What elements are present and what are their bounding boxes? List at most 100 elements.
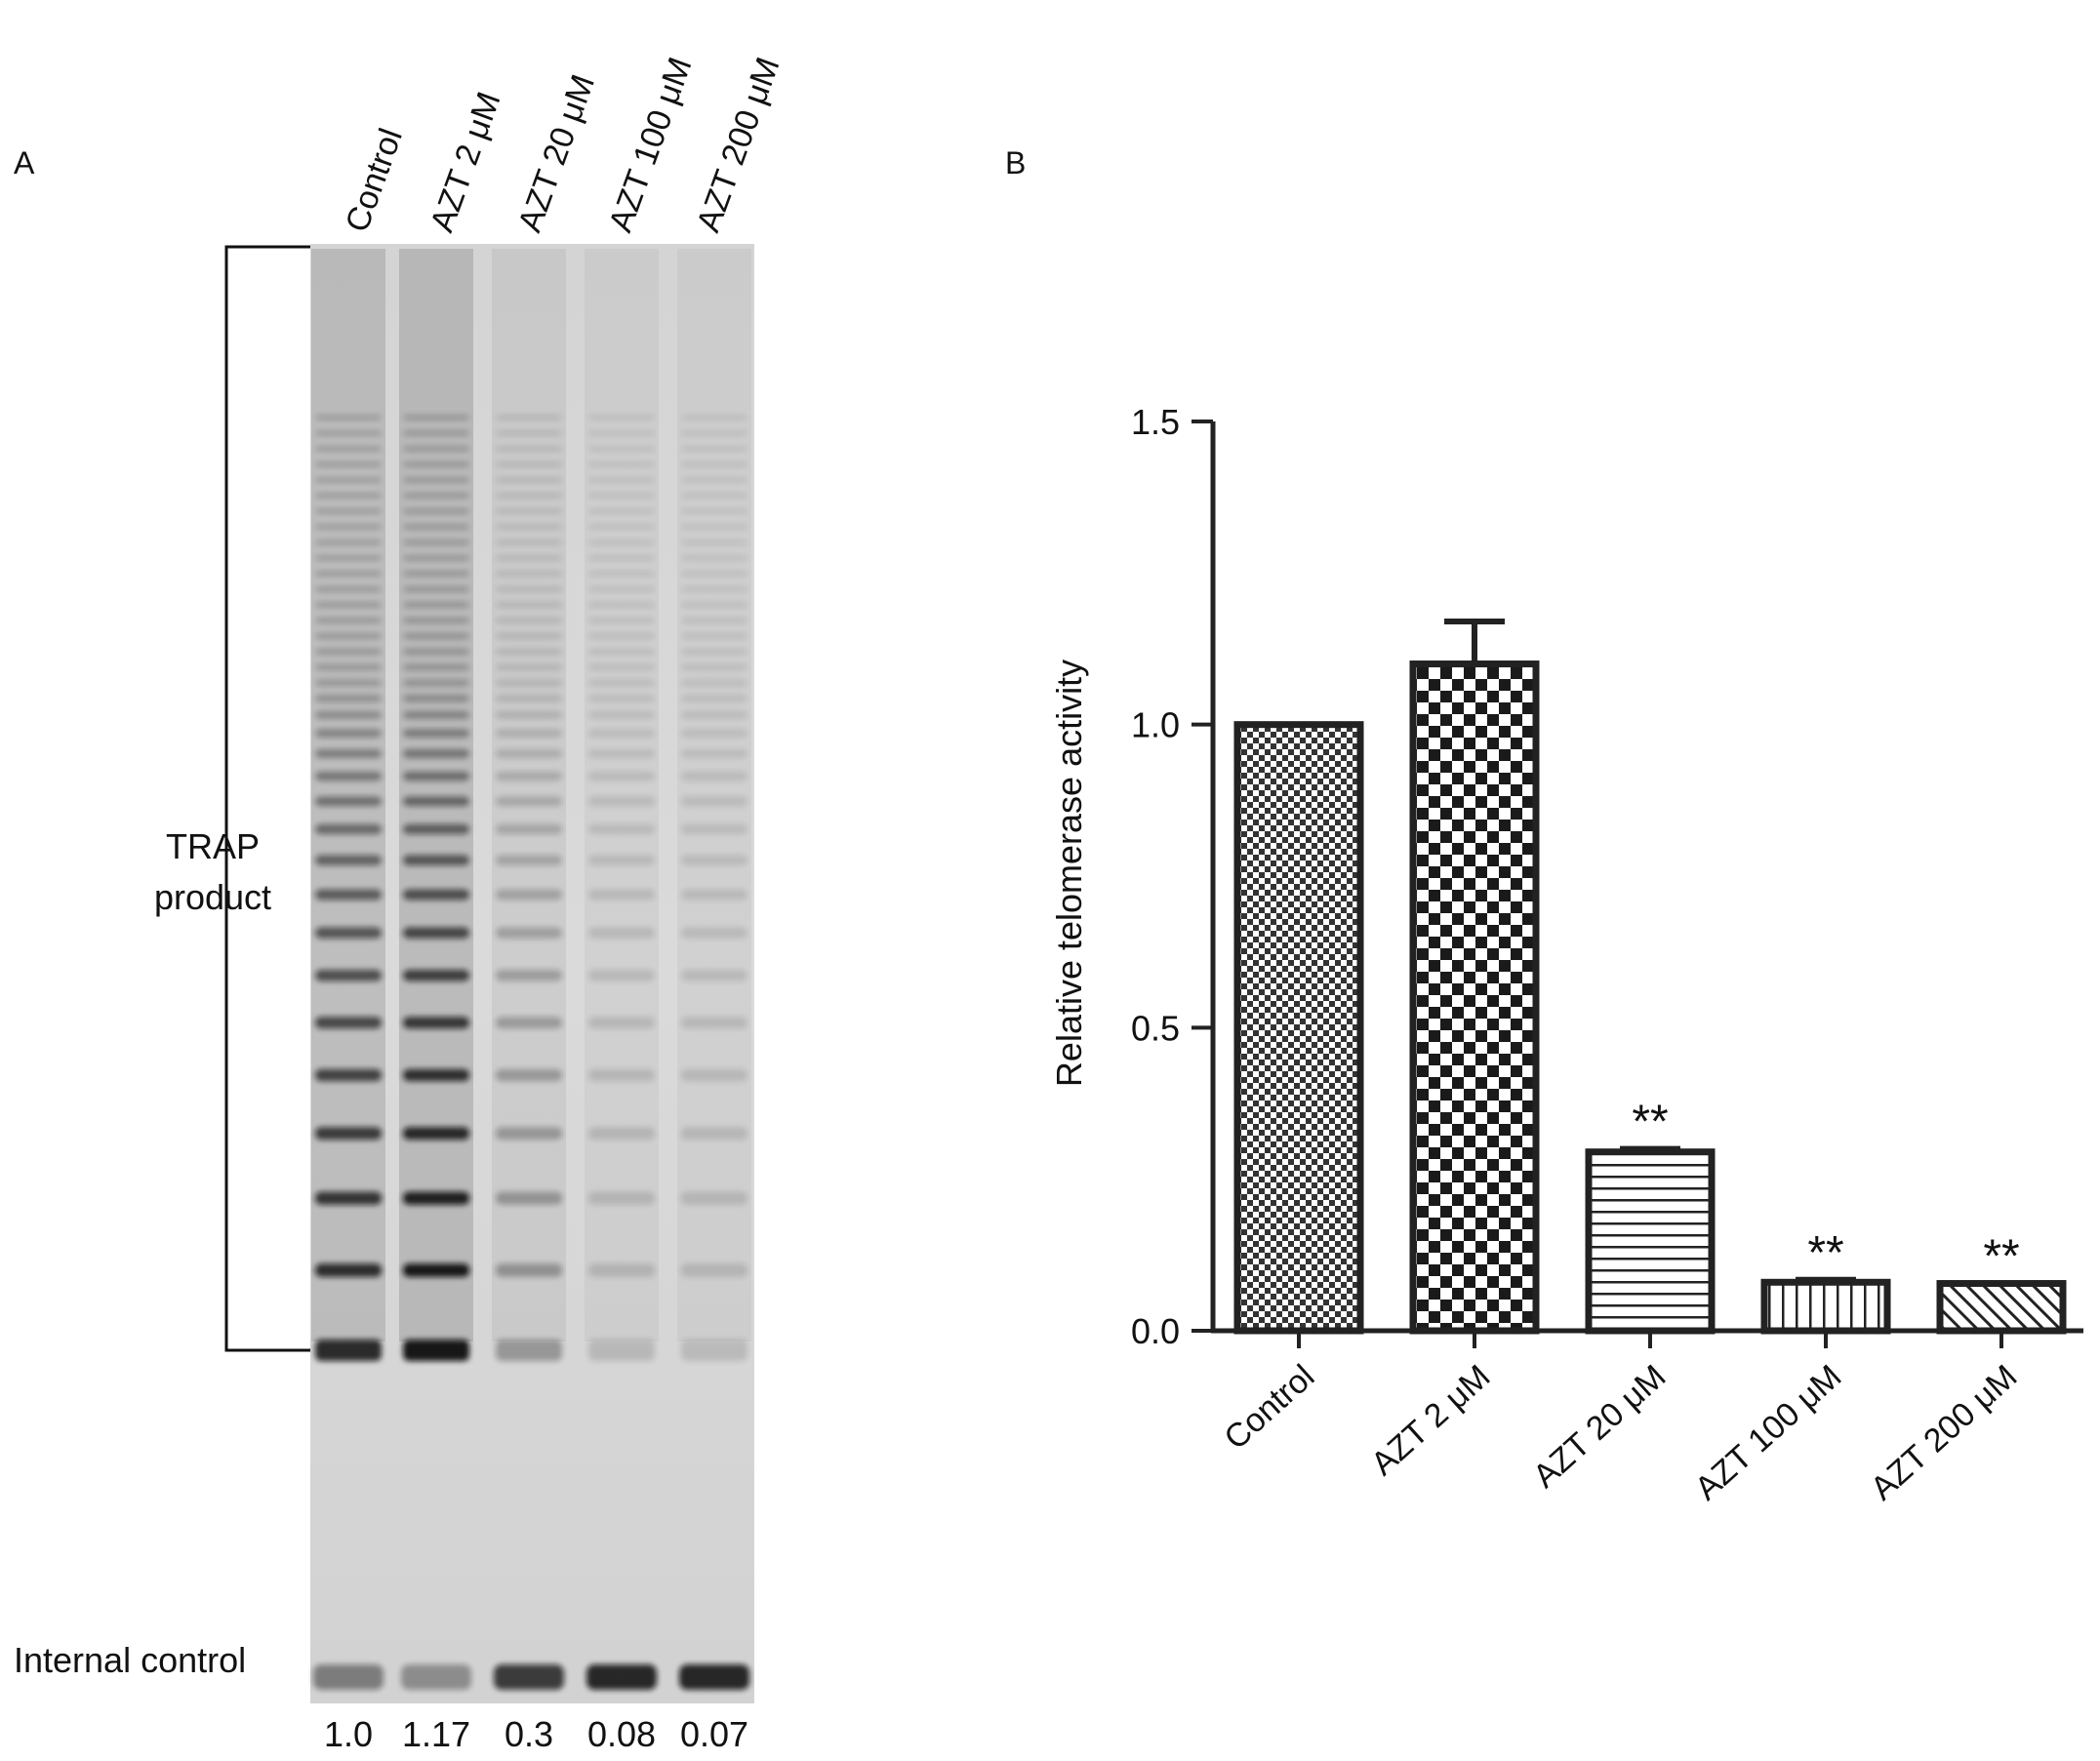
trap-band	[315, 796, 382, 807]
trap-band	[315, 1068, 382, 1082]
significance-marker: **	[1807, 1227, 1843, 1279]
significance-marker: **	[1983, 1231, 2019, 1283]
trap-band	[315, 446, 382, 452]
trap-band	[588, 796, 655, 807]
x-tick-label: AZT 2 μM	[1364, 1358, 1497, 1483]
trap-band	[588, 855, 655, 866]
trap-band	[403, 524, 469, 530]
trap-band	[681, 524, 747, 530]
trap-band	[588, 1127, 655, 1141]
trap-band	[496, 493, 562, 499]
x-tick-label: Control	[1217, 1358, 1321, 1458]
trap-band	[496, 415, 562, 420]
trap-band	[681, 927, 747, 939]
trap-band	[588, 1263, 655, 1277]
x-tick-label: AZT 100 μM	[1688, 1358, 1848, 1507]
trap-band	[403, 493, 469, 499]
trap-band	[588, 771, 655, 781]
trap-band	[681, 461, 747, 467]
lane-smear	[677, 249, 751, 1341]
trap-band	[588, 1017, 655, 1029]
x-tick-label: AZT 200 μM	[1864, 1358, 2024, 1507]
trap-band	[588, 648, 655, 656]
trap-band	[588, 694, 655, 703]
trap-band	[315, 969, 382, 981]
trap-band	[681, 477, 747, 483]
trap-band	[403, 617, 469, 624]
trap-band	[403, 796, 469, 807]
trap-band	[681, 571, 747, 577]
trap-band	[315, 1263, 382, 1277]
trap-band	[403, 1263, 469, 1277]
trap-band	[315, 585, 382, 592]
trap-band	[496, 927, 562, 939]
lane-value: 0.08	[587, 1714, 656, 1754]
trap-band	[315, 461, 382, 467]
trap-band	[681, 1191, 747, 1205]
lane-label: AZT 100 μM	[602, 53, 700, 237]
lane-smear	[585, 249, 659, 1341]
trap-band	[681, 1340, 747, 1361]
bars	[1233, 660, 2067, 1335]
trap-band	[403, 927, 469, 939]
trap-band	[588, 430, 655, 436]
y-tick-label: 1.5	[1131, 402, 1180, 442]
trap-band	[681, 823, 747, 835]
trap-band	[403, 508, 469, 514]
trap-band	[403, 430, 469, 436]
lane-labels: Control AZT 2 μM AZT 20 μM AZT 100 μM AZ…	[339, 53, 788, 237]
trap-band	[403, 446, 469, 452]
trap-band	[496, 446, 562, 452]
trap-band	[315, 555, 382, 561]
trap-band	[588, 1340, 655, 1361]
trap-band	[681, 748, 747, 759]
lane-smear	[492, 249, 566, 1341]
trap-band	[588, 1068, 655, 1082]
trap-band	[403, 748, 469, 759]
trap-band	[403, 729, 469, 739]
trap-band	[681, 508, 747, 514]
trap-band	[403, 694, 469, 703]
trap-band	[315, 632, 382, 640]
trap-band	[315, 430, 382, 436]
trap-band	[315, 1340, 382, 1361]
trap-band	[403, 477, 469, 483]
trap-band	[588, 446, 655, 452]
trap-band	[588, 1191, 655, 1205]
trap-band	[403, 461, 469, 467]
trap-band	[496, 796, 562, 807]
trap-band	[496, 477, 562, 483]
y-tick-label: 0.5	[1131, 1008, 1180, 1048]
trap-band	[588, 477, 655, 483]
trap-band	[496, 461, 562, 467]
lane-smear	[399, 249, 473, 1341]
lane-label: AZT 200 μM	[690, 53, 788, 237]
trap-band	[496, 1127, 562, 1141]
internal-control-band	[679, 1664, 749, 1690]
significance-marker: **	[1632, 1097, 1668, 1148]
trap-band	[681, 889, 747, 901]
trap-band	[588, 748, 655, 759]
trap-band	[496, 663, 562, 671]
trap-band	[681, 969, 747, 981]
trap-band	[403, 969, 469, 981]
trap-band	[588, 889, 655, 901]
trap-band	[588, 729, 655, 739]
lane-value: 0.07	[680, 1714, 748, 1754]
trap-band	[681, 540, 747, 545]
trap-band	[315, 1127, 382, 1141]
trap-band	[681, 585, 747, 592]
trap-band	[403, 823, 469, 835]
trap-band	[588, 571, 655, 577]
error-bars	[1444, 619, 1856, 1283]
trap-band	[496, 508, 562, 514]
trap-band	[403, 1017, 469, 1029]
trap-band	[588, 927, 655, 939]
lane-label: Control	[339, 124, 410, 237]
x-tick-label: AZT 20 μM	[1526, 1358, 1673, 1496]
trap-band	[315, 1017, 382, 1029]
trap-band	[681, 1017, 747, 1029]
trap-band	[403, 632, 469, 640]
internal-control-label: Internal control	[14, 1640, 246, 1680]
trap-band	[315, 694, 382, 703]
